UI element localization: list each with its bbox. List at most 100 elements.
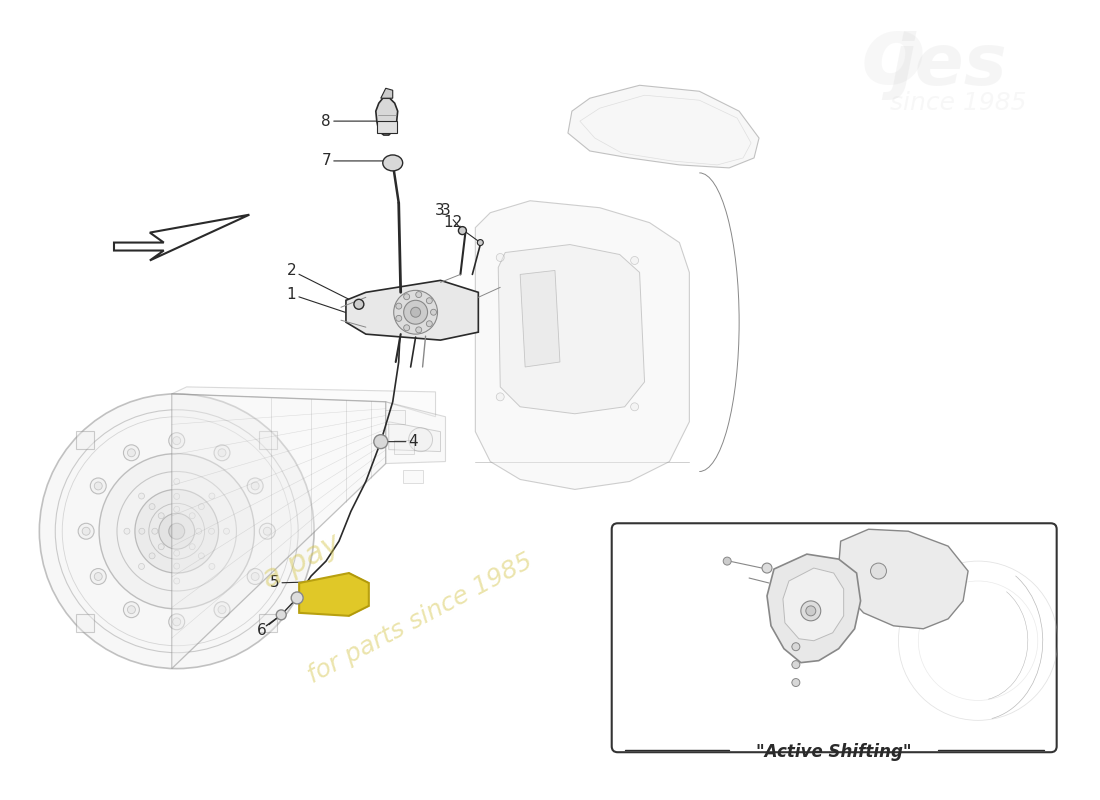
Circle shape xyxy=(150,504,155,510)
Circle shape xyxy=(135,490,219,573)
Circle shape xyxy=(430,310,437,315)
Circle shape xyxy=(477,239,483,246)
Circle shape xyxy=(95,482,102,490)
Circle shape xyxy=(82,527,90,535)
Polygon shape xyxy=(299,573,369,616)
FancyBboxPatch shape xyxy=(612,523,1057,752)
Circle shape xyxy=(90,569,107,585)
Text: o: o xyxy=(861,12,926,104)
Polygon shape xyxy=(172,387,436,417)
Polygon shape xyxy=(767,554,860,662)
Circle shape xyxy=(128,449,135,457)
Circle shape xyxy=(95,573,102,581)
Circle shape xyxy=(174,478,179,485)
Circle shape xyxy=(248,478,263,494)
Polygon shape xyxy=(783,568,844,641)
Circle shape xyxy=(374,434,387,449)
Circle shape xyxy=(404,294,409,300)
Polygon shape xyxy=(404,470,424,483)
Circle shape xyxy=(410,307,420,318)
Text: 2: 2 xyxy=(286,263,356,303)
Circle shape xyxy=(496,254,504,262)
Polygon shape xyxy=(568,86,759,168)
Circle shape xyxy=(78,523,95,539)
Circle shape xyxy=(396,303,402,309)
Circle shape xyxy=(158,513,164,518)
Circle shape xyxy=(152,528,157,534)
Circle shape xyxy=(128,606,135,614)
Circle shape xyxy=(123,445,140,461)
Circle shape xyxy=(174,506,179,512)
Circle shape xyxy=(416,292,421,298)
Text: jes: jes xyxy=(890,31,1007,100)
Text: 7: 7 xyxy=(321,154,386,169)
Circle shape xyxy=(292,592,304,604)
Polygon shape xyxy=(498,245,645,414)
Polygon shape xyxy=(172,394,386,669)
Polygon shape xyxy=(475,201,690,490)
Circle shape xyxy=(801,601,821,621)
Polygon shape xyxy=(260,614,277,632)
Circle shape xyxy=(496,393,504,401)
Circle shape xyxy=(168,523,185,539)
Polygon shape xyxy=(376,98,398,135)
Text: since 1985: since 1985 xyxy=(890,91,1026,115)
Circle shape xyxy=(174,578,179,584)
Circle shape xyxy=(99,454,254,609)
Text: 11: 11 xyxy=(628,645,793,665)
Polygon shape xyxy=(520,270,560,367)
Circle shape xyxy=(408,428,432,451)
Circle shape xyxy=(209,528,214,534)
Circle shape xyxy=(150,553,155,559)
Circle shape xyxy=(168,614,185,630)
Text: 3: 3 xyxy=(441,203,461,229)
Circle shape xyxy=(174,550,179,556)
Text: 9: 9 xyxy=(869,627,911,651)
Polygon shape xyxy=(388,422,440,451)
Text: "Active Shifting": "Active Shifting" xyxy=(756,743,912,762)
Circle shape xyxy=(214,602,230,618)
Circle shape xyxy=(396,315,402,322)
Circle shape xyxy=(139,493,144,499)
Circle shape xyxy=(792,678,800,686)
Circle shape xyxy=(404,325,409,330)
Circle shape xyxy=(174,494,179,499)
Text: a pay: a pay xyxy=(257,529,345,594)
Circle shape xyxy=(354,299,364,310)
Circle shape xyxy=(168,433,185,449)
Circle shape xyxy=(251,573,260,581)
Circle shape xyxy=(263,527,272,535)
Polygon shape xyxy=(260,430,277,449)
Text: 6: 6 xyxy=(256,617,279,638)
Circle shape xyxy=(223,528,230,534)
Circle shape xyxy=(139,563,144,570)
Circle shape xyxy=(416,327,421,333)
Circle shape xyxy=(762,563,772,573)
Circle shape xyxy=(404,300,428,324)
Circle shape xyxy=(209,493,214,499)
Circle shape xyxy=(173,437,180,445)
Polygon shape xyxy=(838,530,968,629)
Circle shape xyxy=(260,523,275,539)
Circle shape xyxy=(198,553,205,559)
Circle shape xyxy=(189,513,195,518)
Text: 8: 8 xyxy=(321,114,377,129)
Text: 5: 5 xyxy=(270,575,338,590)
Circle shape xyxy=(248,569,263,585)
Circle shape xyxy=(870,563,887,579)
Circle shape xyxy=(427,321,432,326)
Text: 4: 4 xyxy=(384,434,418,449)
Circle shape xyxy=(723,557,732,565)
Ellipse shape xyxy=(383,155,403,171)
Circle shape xyxy=(173,618,180,626)
Polygon shape xyxy=(345,280,478,340)
Circle shape xyxy=(218,606,226,614)
Text: 13: 13 xyxy=(628,626,793,646)
Circle shape xyxy=(630,257,639,265)
Polygon shape xyxy=(381,88,393,98)
Circle shape xyxy=(40,394,315,669)
Polygon shape xyxy=(76,614,95,632)
Text: 10: 10 xyxy=(628,665,793,682)
Circle shape xyxy=(196,528,201,534)
Text: 1: 1 xyxy=(286,287,366,319)
